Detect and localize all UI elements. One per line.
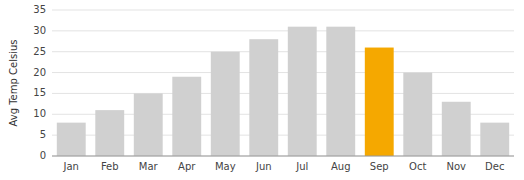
x-axis-line <box>52 156 514 157</box>
x-tick-label: Jul <box>295 161 308 172</box>
x-tick-label: Aug <box>331 161 351 172</box>
grid-line <box>52 51 514 52</box>
x-axis: Jan Feb Mar Apr May Jun Jul Aug Sep Oct Nov Dec <box>52 156 514 172</box>
y-tick-label: 30 <box>33 25 46 36</box>
bar <box>57 123 86 156</box>
x-tick-label: Oct <box>409 161 426 172</box>
x-tick-label: Nov <box>446 161 466 172</box>
chart-container: 0 5 10 15 20 25 30 35 Jan Feb Mar Apr May Jun Jul Aug Se… <box>0 0 524 180</box>
y-grid <box>52 10 514 156</box>
grid-line <box>52 30 514 31</box>
y-tick-label: 10 <box>33 108 46 119</box>
bar <box>442 102 471 156</box>
bar <box>403 73 432 156</box>
y-tick-label: 5 <box>40 129 46 140</box>
x-tick-label: Mar <box>139 161 159 172</box>
x-tick-label: Dec <box>485 161 504 172</box>
grid-line <box>52 93 514 94</box>
y-tick-label: 20 <box>33 67 46 78</box>
x-tick-label: Feb <box>101 161 119 172</box>
x-tick-label: May <box>215 161 236 172</box>
bar <box>365 48 394 156</box>
x-tick-label: Jan <box>63 161 79 172</box>
bar <box>95 110 124 156</box>
y-tick-label: 0 <box>40 150 46 161</box>
y-axis: 0 5 10 15 20 25 30 35 <box>33 4 46 161</box>
bar <box>249 39 278 156</box>
bar <box>172 77 201 156</box>
x-tick-label: Sep <box>370 161 389 172</box>
y-tick-label: 15 <box>33 87 46 98</box>
grid-line <box>52 72 514 73</box>
chart-svg: 0 5 10 15 20 25 30 35 Jan Feb Mar Apr May Jun Jul Aug Se… <box>0 0 524 180</box>
y-tick-label: 25 <box>33 46 46 57</box>
grid-line <box>52 156 514 157</box>
y-axis-label: Avg Temp Celsius <box>8 40 19 127</box>
bar <box>134 93 163 156</box>
bar <box>288 27 317 156</box>
y-tick-label: 35 <box>33 4 46 15</box>
x-tick-label: Jun <box>255 161 272 172</box>
grid-line <box>52 10 514 11</box>
x-tick-label: Apr <box>178 161 196 172</box>
bar <box>480 123 509 156</box>
bar <box>211 52 240 156</box>
bars <box>57 27 509 156</box>
bar <box>326 27 355 156</box>
